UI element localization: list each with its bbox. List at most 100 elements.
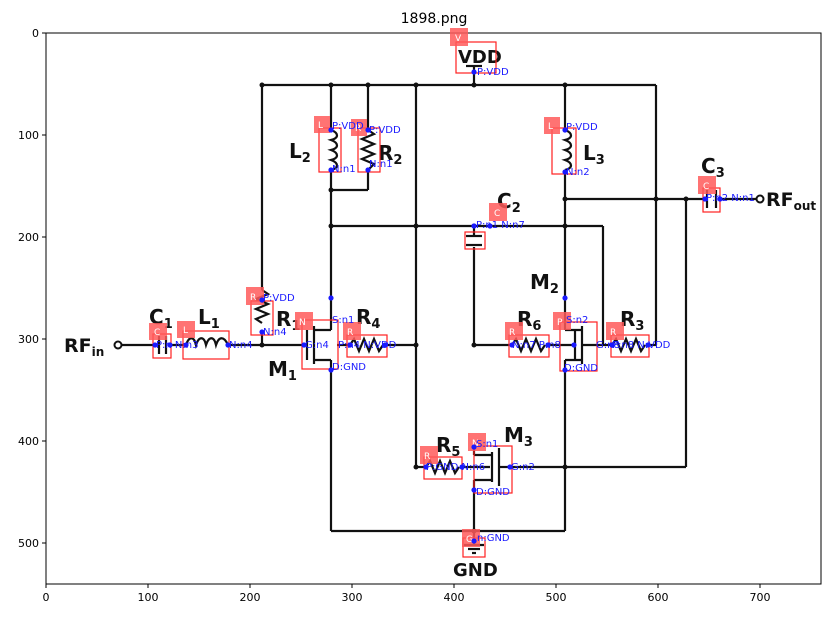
- capacitor-C2-symbol: [466, 234, 482, 247]
- x-tick-label: 300: [342, 591, 363, 604]
- x-tick-label: 100: [138, 591, 159, 604]
- ann-M2-g: G:n8: [596, 340, 620, 351]
- svg-text:V: V: [455, 34, 462, 44]
- svg-text:N: N: [472, 439, 479, 449]
- svg-text:R: R: [424, 452, 430, 462]
- ann-M1-s: S:n1: [332, 315, 354, 326]
- ann-R1-p: P:VDD: [263, 293, 295, 304]
- tag-L3: L: [544, 117, 560, 134]
- svg-text:R: R: [509, 328, 515, 338]
- figure-title: 1898.png: [401, 11, 468, 27]
- x-tick-label: 200: [240, 591, 261, 604]
- label-M3: M3: [504, 423, 533, 450]
- ann-M3-d: D:GND: [476, 487, 510, 498]
- vdd-label: VDD: [458, 47, 502, 68]
- ann-L2-n: N:n1: [332, 164, 356, 175]
- ann-R1-n: N:n4: [263, 327, 287, 338]
- y-tick-label: 200: [18, 231, 39, 244]
- tag-L1: L: [177, 321, 195, 338]
- svg-text:C: C: [154, 328, 160, 338]
- resistor-R6-symbol: [511, 336, 546, 354]
- y-tick-label: 100: [18, 129, 39, 142]
- x-tick-label: 500: [546, 591, 567, 604]
- label-M1: M1: [268, 357, 297, 384]
- class-tags: V L R L C C R C L N R R P R R N G: [149, 28, 716, 547]
- ann-L1-n: N:n4: [229, 340, 253, 351]
- ann-R6-pins: N:n7 P:n8: [512, 340, 561, 351]
- svg-text:G: G: [466, 535, 473, 545]
- rf-in-terminal: [113, 340, 123, 350]
- label-L3: L3: [583, 141, 605, 168]
- ann-R4-pins: P:n4 N:VDD: [338, 340, 397, 351]
- y-axis: 0 100 200 300 400 500: [18, 27, 46, 550]
- resistor-R2-symbol: [359, 129, 377, 171]
- svg-text:R: R: [610, 328, 616, 338]
- transistor-M1-symbol: [305, 300, 333, 370]
- ann-R3-pins: P:n8 N:VDD: [612, 340, 671, 351]
- ann-R5-pins: P:GND N:n6: [426, 462, 485, 473]
- x-axis: 0 100 200 300 400 500 600 700: [43, 584, 771, 604]
- svg-text:C: C: [494, 209, 500, 219]
- x-tick-label: 400: [444, 591, 465, 604]
- svg-text:L: L: [548, 122, 553, 132]
- svg-text:N: N: [299, 318, 306, 328]
- rf-out-terminal: [755, 194, 765, 204]
- tag-L2: L: [314, 116, 330, 133]
- ann-M2-s: S:n2: [566, 315, 588, 326]
- svg-text:R: R: [347, 328, 353, 338]
- label-R2: R2: [378, 141, 402, 168]
- rf-in-label: RFin: [64, 335, 104, 359]
- tag-C3: C: [698, 176, 716, 194]
- y-tick-label: 0: [32, 27, 39, 40]
- inductor-L3-symbol: [561, 128, 573, 172]
- ann-M3-g: G:n2: [511, 462, 535, 473]
- svg-text:P: P: [557, 318, 563, 328]
- y-tick-label: 300: [18, 333, 39, 346]
- ann-C3-pins: P:n2 N:n1: [706, 193, 755, 204]
- tag-M1: N: [295, 312, 313, 330]
- inductor-L2-symbol: [327, 128, 339, 172]
- tag-V: V: [450, 28, 468, 46]
- ann-gnd-node: n:GND: [477, 533, 510, 544]
- tag-M2: P: [553, 312, 571, 330]
- ann-C2-pins: P:n1 N:n7: [476, 220, 525, 231]
- ann-vdd-node: P:VDD: [477, 67, 509, 78]
- tag-R5: R: [420, 446, 438, 464]
- x-tick-label: 600: [648, 591, 669, 604]
- tag-R3: R: [606, 322, 624, 340]
- ann-L3-p: P:VDD: [566, 122, 598, 133]
- ann-M1-g: G:n4: [305, 340, 329, 351]
- svg-text:R: R: [250, 293, 256, 303]
- ann-C1-pins: P:n N:n3: [156, 340, 198, 351]
- rf-out-label: RFout: [766, 189, 816, 213]
- pin-markers: [152, 69, 723, 544]
- y-tick-label: 400: [18, 435, 39, 448]
- resistor-R4-symbol: [349, 336, 384, 354]
- pin-annotations: P:VDD P:VDD P:VDD N:n1 N:n1 P:VDD N:n2 P…: [156, 67, 755, 544]
- ann-M3-s: S:n1: [476, 439, 498, 450]
- x-tick-label: 0: [43, 591, 50, 604]
- label-M2: M2: [530, 270, 559, 297]
- tag-R2: R: [351, 119, 367, 136]
- label-R5: R5: [436, 433, 460, 460]
- label-L2: L2: [289, 139, 311, 166]
- tag-R6: R: [505, 322, 523, 340]
- x-tick-label: 700: [750, 591, 771, 604]
- label-C3: C3: [701, 154, 725, 181]
- ann-R2-p: P:VDD: [369, 125, 401, 136]
- axes-frame: [45, 32, 822, 585]
- ann-M1-d: D:GND: [332, 362, 366, 373]
- inductor-L1-symbol: [184, 337, 230, 350]
- gnd-label: GND: [453, 560, 498, 581]
- svg-text:L: L: [318, 121, 323, 131]
- resistor-R3-symbol: [611, 336, 646, 354]
- resistor-R1-symbol: [253, 289, 271, 324]
- tag-C1: C: [149, 323, 167, 340]
- ann-R2-n: N:n1: [369, 159, 393, 170]
- ann-M2-d: D:GND: [564, 363, 598, 374]
- svg-text:C: C: [703, 182, 709, 192]
- y-tick-label: 500: [18, 537, 39, 550]
- ann-L3-n: N:n2: [566, 167, 590, 178]
- tag-C2: C: [489, 203, 507, 221]
